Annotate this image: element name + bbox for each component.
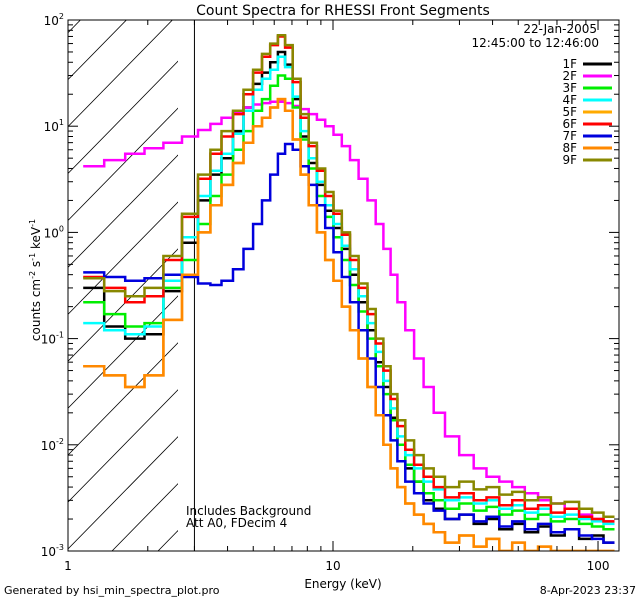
y-tick-label: 10-1 [41, 331, 64, 347]
y-tick-label: 10-3 [41, 543, 64, 559]
x-axis-label: Energy (keV) [304, 577, 381, 591]
y-axis-label: counts cm-2 s-1 keV-1 [28, 219, 43, 341]
footer-generator: Generated by hsi_min_spectra_plot.pro [4, 584, 220, 597]
legend-label-8F: 8F [562, 141, 577, 155]
legend-label-2F: 2F [562, 69, 577, 83]
x-tick-label: 100 [587, 559, 610, 573]
x-tick-label: 10 [325, 559, 340, 573]
hatch-line [572, 0, 640, 551]
hatch-line [0, 0, 54, 551]
hatch-line [68, 20, 81, 34]
excluded-region-hatch [0, 0, 640, 551]
legend-label-3F: 3F [562, 81, 577, 95]
hatch-line [0, 0, 8, 551]
hatch-line [296, 0, 640, 551]
series-2F [83, 100, 615, 523]
y-tick-label: 10-2 [41, 437, 64, 453]
annotation-background: Includes Background [186, 504, 311, 518]
hatch-line [68, 201, 178, 315]
hatch-line [68, 248, 178, 362]
legend-label-6F: 6F [562, 117, 577, 131]
time-range-label: 12:45:00 to 12:46:00 [472, 36, 599, 50]
hatch-line [68, 389, 178, 503]
series-8F [83, 97, 615, 551]
hatch-line [68, 60, 178, 175]
hatch-line [526, 0, 640, 551]
legend-label-4F: 4F [562, 93, 577, 107]
series-9F [83, 33, 615, 519]
hatch-line [68, 20, 173, 128]
x-tick-label: 1 [64, 559, 72, 573]
series-4F [83, 55, 615, 526]
annotation-attenuator: Att A0, FDecim 4 [186, 516, 287, 530]
series-7F [83, 142, 615, 544]
y-tick-label: 100 [44, 224, 64, 240]
hatch-line [342, 0, 640, 551]
date-label: 22-Jan-2005 [523, 22, 597, 36]
hatch-line [250, 0, 640, 551]
legend-label-9F: 9F [562, 153, 577, 167]
legend-label-5F: 5F [562, 105, 577, 119]
chart-title: Count Spectra for RHESSI Front Segments [196, 3, 490, 19]
footer-timestamp: 8-Apr-2023 23:37 [540, 584, 636, 597]
y-tick-label: 102 [44, 12, 64, 28]
legend-label-7F: 7F [562, 129, 577, 143]
legend-label-1F: 1F [562, 57, 577, 71]
y-tick-label: 101 [44, 118, 64, 134]
hatch-line [434, 0, 640, 551]
hatch-line [68, 107, 178, 221]
plot-frame [67, 19, 620, 552]
hatch-line [618, 0, 640, 551]
hatch-line [68, 436, 178, 550]
